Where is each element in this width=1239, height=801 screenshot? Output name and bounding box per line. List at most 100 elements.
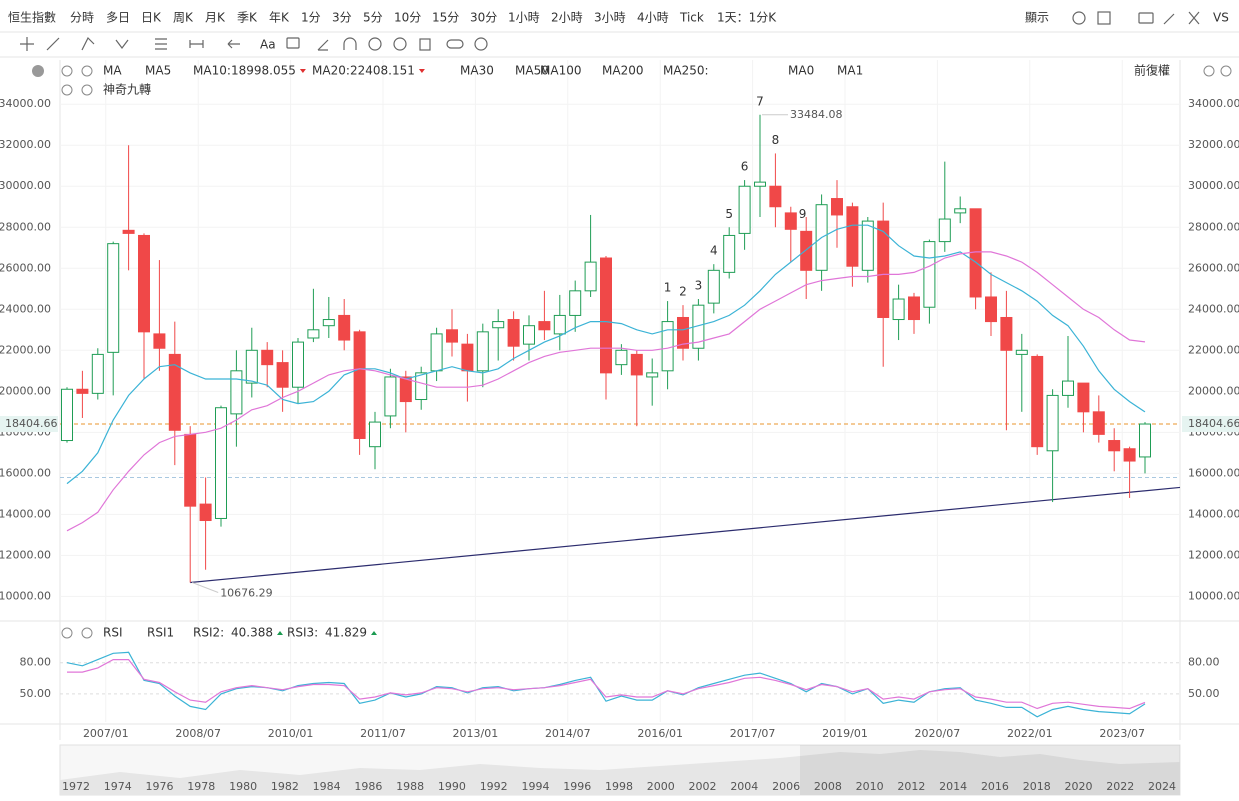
period-tab[interactable]: 季K [237,11,258,25]
nine-turn-title[interactable]: 神奇九轉 [103,83,151,97]
fib-tool[interactable] [155,38,167,50]
period-tab[interactable]: 多日 [106,11,130,25]
period-tab[interactable]: 1天：1分K [717,11,777,25]
note-tool[interactable] [286,37,300,49]
panel-icons[interactable] [61,65,1232,639]
link-tool[interactable] [446,39,464,49]
period-tab[interactable]: 日K [141,11,162,25]
legend-name[interactable]: MA100 [540,64,581,78]
line-tool[interactable] [46,37,60,51]
candle-body [908,296,920,321]
period-tab[interactable]: 1分 [301,11,321,25]
edit-icons[interactable] [1163,11,1200,25]
legend-name[interactable]: MA250: [663,64,709,78]
nine-turn-label: 8 [772,133,780,147]
period-tab[interactable]: 30分 [470,11,497,25]
legend-name[interactable]: MA5 [145,64,171,78]
zoom-out[interactable] [1203,65,1215,77]
period-tab[interactable]: 15分 [432,11,459,25]
font-tool[interactable]: Aa [260,38,276,52]
last-price-label: 18404.66 [5,417,58,430]
candle-body [923,241,936,308]
legend-name[interactable]: MA50 [515,64,549,78]
candle-body [107,243,120,353]
navigator-year: 1984 [313,780,341,793]
period-tab[interactable]: 3小時 [594,11,626,25]
navigator-year: 1982 [271,780,299,793]
legend-name[interactable]: MA30 [460,64,494,78]
legend-name[interactable]: RSI2: [193,626,224,640]
legend-name[interactable]: MA1 [837,64,863,78]
nine-settings[interactable] [61,84,73,96]
nine-close[interactable] [81,84,93,96]
candle-body [199,503,212,522]
period-tab[interactable]: 月K [205,11,226,25]
camera-icon[interactable] [1138,12,1154,24]
delete-tool[interactable] [419,38,431,51]
x-tick-label: 2016/01 [637,727,683,740]
legend-name[interactable]: MA0 [788,64,814,78]
drawing-tools[interactable] [20,11,1200,51]
navigator-year: 1990 [438,780,466,793]
legend-name[interactable]: MA200 [602,64,643,78]
range-tool[interactable] [189,40,204,48]
candle-body [954,208,967,214]
candle-body [184,433,197,507]
ma-close[interactable] [81,65,93,77]
legend-name[interactable]: RSI1 [147,626,174,640]
wave-tool[interactable] [115,39,129,49]
ray-tool[interactable] [81,36,95,51]
period-tab[interactable]: 4小時 [637,11,669,25]
indicator-name[interactable]: RSI [103,626,123,640]
period-tab[interactable]: Tick [679,11,704,25]
magnet-tool[interactable] [343,37,357,50]
settings-tool[interactable] [474,37,488,51]
move-tool[interactable] [20,37,34,51]
navigator-year: 1986 [354,780,382,793]
display-menu[interactable]: 顯示 [1025,11,1049,25]
collapse-icon[interactable] [32,65,44,77]
candle-body [1015,349,1028,355]
nine-turn-label: 7 [756,94,764,108]
candle-body [245,349,258,384]
period-tab[interactable]: 10分 [394,11,421,25]
candle-body [584,261,597,292]
adjust-menu[interactable]: 前復權 [1134,63,1170,78]
ma-settings[interactable] [61,65,73,77]
candle-body [877,220,890,318]
navigator-year: 2006 [772,780,800,793]
zoom-in[interactable] [1220,65,1232,77]
period-tab[interactable]: 分時 [70,11,94,25]
rsi-close[interactable] [81,627,93,639]
navigator-year: 2016 [981,780,1009,793]
period-tab[interactable]: 1小時 [508,11,540,25]
y-tick-label-right: 26000.00 [1188,261,1239,274]
candle-body [399,376,412,403]
legend-name[interactable]: MA20: [312,64,350,78]
layout-icon[interactable] [1097,11,1111,25]
period-tab[interactable]: 年K [269,11,290,25]
settings-icon[interactable] [1072,11,1086,25]
rsi-settings[interactable] [61,627,73,639]
legend-name[interactable]: RSI3: [287,626,318,640]
indicator-name[interactable]: MA [103,64,122,78]
angle-tool[interactable] [317,39,329,51]
candle-body [538,321,551,331]
compare-button[interactable]: VS [1213,11,1229,25]
arrow-tool[interactable] [227,39,240,49]
period-tab[interactable]: 3分 [332,11,352,25]
candle-body [831,198,843,216]
period-tab[interactable]: 2小時 [551,11,583,25]
nine-turn-label: 3 [695,279,703,293]
navigator-year: 2004 [730,780,758,793]
period-tab[interactable]: 5分 [363,11,383,25]
candle-body [322,319,335,327]
period-tab[interactable]: 周K [173,11,194,25]
navigator-window[interactable] [800,745,1180,795]
y-tick-label: 32000.00 [0,138,51,151]
symbol[interactable]: 恒生指數 [8,10,56,25]
lock-tool[interactable] [368,37,382,51]
legend-name[interactable]: MA10: [193,64,231,78]
hide-tool[interactable] [393,37,407,51]
nine-turn-label: 5 [725,207,733,221]
